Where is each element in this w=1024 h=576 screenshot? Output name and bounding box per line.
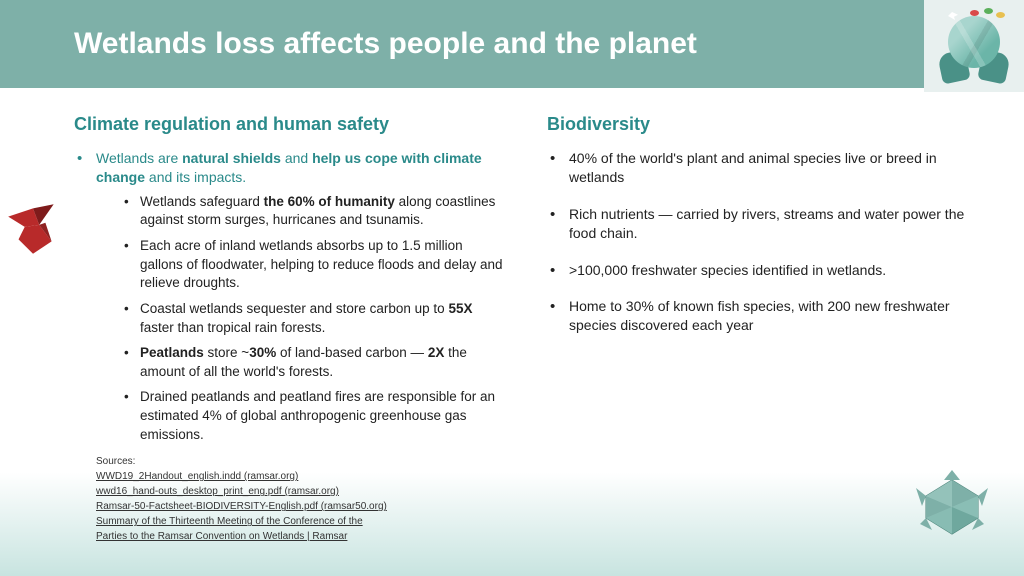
bullet: 40% of the world's plant and animal spec… [547,149,982,187]
sources-label: Sources: [96,456,509,467]
source-link[interactable]: Ramsar-50-Factsheet-BIODIVERSITY-English… [96,499,509,514]
sources-block: Sources: WWD19_2Handout_english.indd (ra… [74,456,509,544]
bullet: Rich nutrients — carried by rivers, stre… [547,205,982,243]
source-link[interactable]: Summary of the Thirteenth Meeting of the… [96,514,509,529]
sub-bullet: Each acre of inland wetlands absorbs up … [122,237,509,293]
intro-bullet: Wetlands are natural shields and help us… [74,149,509,444]
sub-bullet: Wetlands safeguard the 60% of humanity a… [122,193,509,230]
left-column: Climate regulation and human safety Wetl… [74,114,509,544]
header-illustration [924,0,1024,92]
source-link[interactable]: wwd16_hand-outs_desktop_print_eng.pdf (r… [96,484,509,499]
source-link[interactable]: WWD19_2Handout_english.indd (ramsar.org) [96,469,509,484]
bullet: >100,000 freshwater species identified i… [547,261,982,280]
origami-turtle-icon [902,462,1002,542]
header-bar: Wetlands loss affects people and the pla… [0,0,1024,88]
source-link[interactable]: Parties to the Ramsar Convention on Wetl… [96,529,509,544]
content-area: Climate regulation and human safety Wetl… [0,88,1024,544]
origami-bird-icon [2,198,64,260]
page-title: Wetlands loss affects people and the pla… [74,27,697,61]
sub-bullet: Coastal wetlands sequester and store car… [122,300,509,337]
right-section-title: Biodiversity [547,114,982,135]
bullet: Home to 30% of known fish species, with … [547,297,982,335]
sub-bullet: Drained peatlands and peatland fires are… [122,388,509,444]
left-section-title: Climate regulation and human safety [74,114,509,135]
sub-bullet: Peatlands store ~30% of land-based carbo… [122,344,509,381]
